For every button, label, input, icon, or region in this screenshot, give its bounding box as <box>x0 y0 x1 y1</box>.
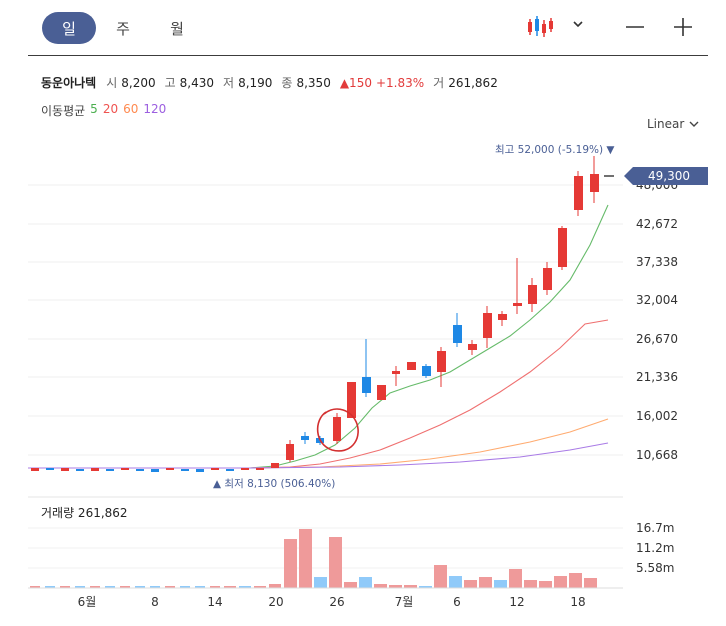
candle <box>498 314 507 320</box>
low-label: 저 <box>223 76 235 90</box>
x-axis: 6월 8 14 20 26 7월 6 12 18 <box>78 595 586 609</box>
date-tick: 18 <box>570 595 585 609</box>
scale-label: Linear <box>647 117 685 131</box>
price-summary: 동운아나텍 시 8,200 고 8,430 저 8,190 종 8,350 ▲1… <box>41 74 503 91</box>
volume-tick: 16.7m <box>636 521 674 535</box>
price-tick: 16,002 <box>636 409 678 423</box>
candle <box>558 228 567 267</box>
tab-monthly[interactable]: 월 <box>170 19 184 38</box>
ma-5[interactable]: 5 <box>90 102 98 116</box>
current-price: 49,300 <box>648 169 690 183</box>
price-tick: 37,338 <box>636 255 678 269</box>
volume-value: 261,862 <box>448 76 498 90</box>
current-price-tag: 49,300 <box>624 167 708 185</box>
ma-20[interactable]: 20 <box>102 102 119 116</box>
candles <box>271 156 614 468</box>
date-tick: 8 <box>151 595 159 609</box>
candle <box>362 377 371 393</box>
date-tick: 6 <box>453 595 461 609</box>
scale-selector[interactable]: Linear <box>647 117 699 131</box>
tab-daily[interactable]: 일 <box>42 12 96 44</box>
candle <box>422 366 431 376</box>
volume-tick: 11.2m <box>636 541 674 555</box>
low-value: 8,190 <box>238 76 273 90</box>
candle <box>468 344 477 350</box>
price-tick: 10,668 <box>636 448 678 462</box>
candle <box>377 385 386 400</box>
low-marker: ▲ 최저 8,130 (506.40%) <box>213 478 335 490</box>
candle <box>574 176 583 210</box>
ma-60[interactable]: 60 <box>123 102 139 116</box>
volume-label: 거 <box>433 76 445 90</box>
change-value: ▲150 <box>339 76 372 90</box>
ma-120[interactable]: 120 <box>143 102 167 116</box>
date-tick: 20 <box>268 595 283 609</box>
high-marker: 최고 52,000 (-5.19%) ▼ <box>495 144 615 156</box>
volume-axis: 16.7m 11.2m 5.58m <box>636 521 674 575</box>
chevron-down-icon[interactable] <box>570 16 586 32</box>
candle <box>453 325 462 343</box>
date-tick: 7월 <box>395 595 414 609</box>
price-axis: 48,006 42,672 37,338 32,004 26,670 21,33… <box>636 178 678 462</box>
candle <box>347 382 356 418</box>
price-tick: 32,004 <box>636 293 678 307</box>
flat-candles <box>31 468 264 472</box>
candle <box>437 351 446 372</box>
volume-tick: 5.58m <box>636 561 674 575</box>
ma5-line <box>28 204 609 469</box>
price-tick: 21,336 <box>636 370 678 384</box>
date-tick: 14 <box>207 595 222 609</box>
candle <box>513 303 522 306</box>
zoom-out-icon[interactable] <box>624 16 646 38</box>
close-value: 8,350 <box>296 76 331 90</box>
date-tick: 6월 <box>78 595 97 609</box>
candle <box>286 444 294 460</box>
candle <box>543 268 552 290</box>
price-gridlines <box>28 184 623 456</box>
price-tick: 42,672 <box>636 217 678 231</box>
close-label: 종 <box>281 76 293 90</box>
volume-gridlines <box>28 527 623 569</box>
candle <box>407 362 416 370</box>
chevron-down-icon <box>689 121 699 127</box>
zoom-in-icon[interactable] <box>672 16 694 38</box>
ma120-line <box>28 442 609 469</box>
period-tabbar: 일 주 월 <box>0 0 726 56</box>
date-tick: 12 <box>509 595 524 609</box>
change-percent: +1.83% <box>375 76 425 90</box>
ma20-line <box>28 319 609 469</box>
candle <box>392 371 400 374</box>
high-label: 고 <box>164 76 176 90</box>
price-tick: 26,670 <box>636 332 678 346</box>
open-label: 시 <box>106 76 118 90</box>
volume-bars <box>30 529 597 588</box>
ma-label: 이동평균 <box>41 104 86 118</box>
candle <box>590 174 599 192</box>
candle <box>483 313 492 338</box>
tabbar-divider <box>28 55 708 56</box>
candlestick-chart-icon[interactable] <box>527 14 553 40</box>
tab-weekly[interactable]: 주 <box>116 19 130 38</box>
stock-name: 동운아나텍 <box>41 76 97 90</box>
candle <box>333 417 341 441</box>
high-value: 8,430 <box>179 76 215 90</box>
candle <box>301 436 309 440</box>
moving-average-legend: 이동평균 5 20 60 120 <box>41 102 166 119</box>
candle <box>271 463 279 468</box>
candle <box>528 285 537 304</box>
hand-drawn-circle <box>316 408 359 452</box>
volume-title: 거래량 261,862 <box>41 506 128 520</box>
open-value: 8,200 <box>121 76 156 90</box>
date-tick: 26 <box>329 595 344 609</box>
